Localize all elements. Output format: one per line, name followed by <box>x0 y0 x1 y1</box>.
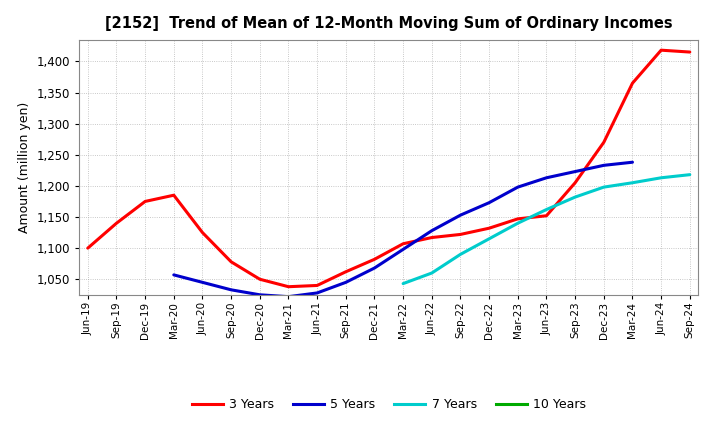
Line: 7 Years: 7 Years <box>403 175 690 284</box>
Legend: 3 Years, 5 Years, 7 Years, 10 Years: 3 Years, 5 Years, 7 Years, 10 Years <box>186 393 591 416</box>
3 Years <box>428 235 436 240</box>
7 Years <box>456 252 465 257</box>
5 Years <box>169 272 178 278</box>
5 Years <box>256 292 264 297</box>
5 Years <box>370 265 379 271</box>
3 Years <box>112 220 121 226</box>
5 Years <box>542 175 551 180</box>
Y-axis label: Amount (million yen): Amount (million yen) <box>18 102 31 233</box>
5 Years <box>628 160 636 165</box>
3 Years <box>685 49 694 55</box>
3 Years <box>456 232 465 237</box>
3 Years <box>169 193 178 198</box>
7 Years <box>485 236 493 242</box>
3 Years <box>370 257 379 262</box>
7 Years <box>542 207 551 212</box>
7 Years <box>685 172 694 177</box>
7 Years <box>600 184 608 190</box>
3 Years <box>600 139 608 145</box>
5 Years <box>312 290 321 296</box>
3 Years <box>399 241 408 246</box>
5 Years <box>341 280 350 285</box>
3 Years <box>227 259 235 264</box>
7 Years <box>513 220 522 226</box>
3 Years <box>485 226 493 231</box>
5 Years <box>485 200 493 205</box>
3 Years <box>84 246 92 251</box>
3 Years <box>198 230 207 235</box>
Line: 3 Years: 3 Years <box>88 50 690 287</box>
5 Years <box>571 169 580 174</box>
7 Years <box>657 175 665 180</box>
Line: 5 Years: 5 Years <box>174 162 632 297</box>
5 Years <box>399 247 408 252</box>
3 Years <box>312 283 321 288</box>
5 Years <box>284 294 293 299</box>
3 Years <box>657 48 665 53</box>
3 Years <box>341 269 350 275</box>
5 Years <box>227 287 235 293</box>
7 Years <box>428 270 436 275</box>
3 Years <box>284 284 293 290</box>
5 Years <box>600 163 608 168</box>
3 Years <box>571 180 580 185</box>
7 Years <box>628 180 636 185</box>
7 Years <box>399 281 408 286</box>
5 Years <box>428 228 436 233</box>
5 Years <box>198 280 207 285</box>
7 Years <box>571 194 580 200</box>
Title: [2152]  Trend of Mean of 12-Month Moving Sum of Ordinary Incomes: [2152] Trend of Mean of 12-Month Moving … <box>105 16 672 32</box>
3 Years <box>628 81 636 86</box>
5 Years <box>456 213 465 218</box>
3 Years <box>542 213 551 218</box>
3 Years <box>513 216 522 221</box>
5 Years <box>513 184 522 190</box>
3 Years <box>256 277 264 282</box>
3 Years <box>141 199 150 204</box>
